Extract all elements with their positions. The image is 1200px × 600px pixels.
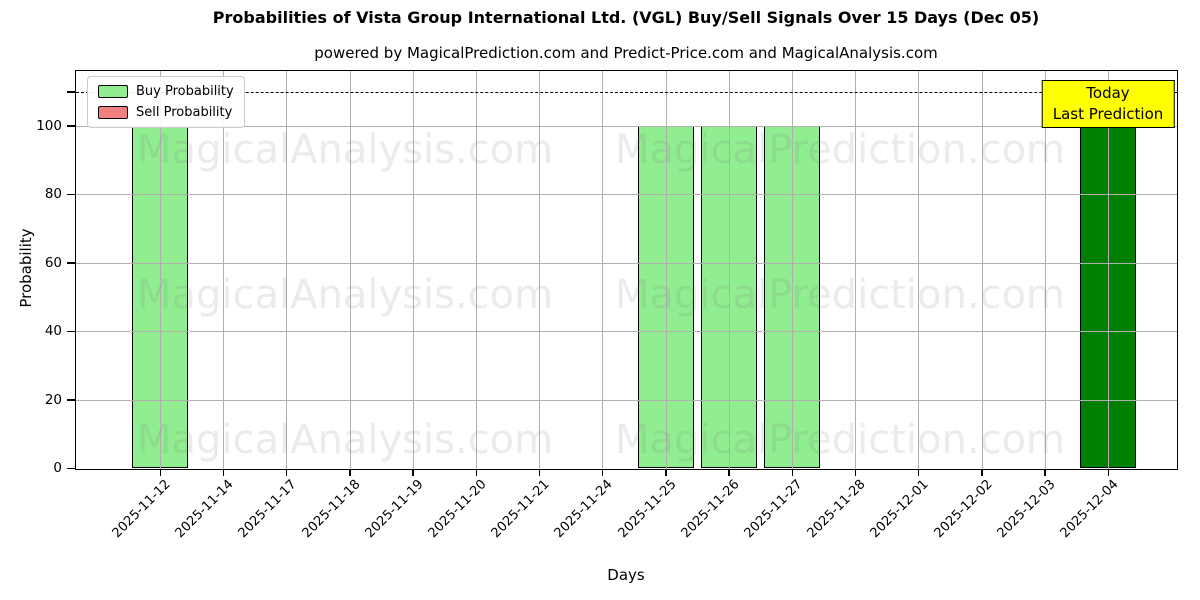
y-tick-mark <box>67 467 75 469</box>
x-tick-label: 2025-12-02 <box>931 477 996 542</box>
watermark-text: MagicalAnalysis.com <box>136 127 554 173</box>
x-tick-label: 2025-11-26 <box>678 477 743 542</box>
x-tick-label: 2025-11-19 <box>362 477 427 542</box>
x-tick-mark <box>412 469 414 476</box>
x-gridline <box>855 71 857 469</box>
x-gridline <box>539 71 541 469</box>
x-gridline <box>349 71 351 469</box>
annotation-line-2: Last Prediction <box>1052 105 1164 123</box>
x-gridline <box>223 71 225 469</box>
y-axis-label: Probability <box>17 228 35 308</box>
y-tick-label: 80 <box>44 186 62 203</box>
threshold-dashed-line <box>76 91 1177 93</box>
x-tick-mark <box>981 469 983 476</box>
x-gridline <box>412 71 414 469</box>
y-tick-mark <box>67 399 75 401</box>
legend: Buy Probability Sell Probability <box>87 76 245 128</box>
watermark-text: MagicalAnalysis.com <box>136 417 554 463</box>
y-gridline <box>76 331 1177 333</box>
x-gridline <box>160 71 161 469</box>
x-gridline <box>918 71 920 469</box>
y-tick-label: 20 <box>44 391 62 408</box>
x-tick-label: 2025-11-21 <box>488 477 553 542</box>
x-tick-label: 2025-12-03 <box>994 477 1059 542</box>
page-title: Probabilities of Vista Group Internation… <box>212 8 1040 27</box>
x-gridline <box>728 71 730 469</box>
plot-area: MagicalAnalysis.com MagicalPrediction.co… <box>36 70 1178 541</box>
y-tick-label: 0 <box>53 460 62 476</box>
x-tick-label: 2025-11-28 <box>804 477 869 542</box>
y-tick-mark <box>67 330 75 333</box>
x-tick-label: 2025-11-12 <box>109 477 174 542</box>
y-gridline <box>76 194 1177 196</box>
x-gridline <box>476 71 477 469</box>
legend-entry-sell: Sell Probability <box>98 105 234 120</box>
x-tick-mark <box>601 469 604 476</box>
today-annotation: Today Last Prediction <box>1041 80 1175 128</box>
x-tick-label: 2025-12-01 <box>867 477 932 542</box>
y-tick-mark <box>67 91 75 93</box>
x-tick-mark <box>159 469 161 476</box>
y-gridline <box>76 125 1177 127</box>
x-tick-mark <box>538 469 541 476</box>
chart-subtitle: powered by MagicalPrediction.com and Pre… <box>314 44 938 62</box>
x-tick-label: 2025-11-20 <box>425 477 490 542</box>
x-tick-mark <box>475 469 477 476</box>
x-tick-mark <box>728 469 730 476</box>
x-axis-label: Days <box>607 566 645 584</box>
x-tick-label: 2025-11-24 <box>551 477 616 542</box>
y-tick-label: 60 <box>44 254 62 271</box>
x-tick-mark <box>349 469 351 476</box>
x-gridline <box>792 71 793 469</box>
x-tick-mark <box>854 469 857 476</box>
y-tick-mark <box>67 125 75 127</box>
legend-label: Sell Probability <box>136 105 233 120</box>
x-tick-label: 2025-12-04 <box>1057 477 1122 542</box>
x-gridline <box>981 71 983 469</box>
y-tick-mark <box>67 262 75 264</box>
watermark-text: MagicalAnalysis.com <box>136 272 554 318</box>
x-tick-label: 2025-11-27 <box>741 477 806 542</box>
x-tick-mark <box>917 469 920 476</box>
x-gridline <box>1044 71 1046 469</box>
y-tick-label: 40 <box>44 323 62 340</box>
x-tick-label: 2025-11-18 <box>299 477 364 542</box>
legend-entry-buy: Buy Probability <box>98 84 234 99</box>
y-tick-label: 100 <box>36 117 62 134</box>
x-tick-mark <box>222 469 225 476</box>
x-tick-mark <box>1107 469 1109 476</box>
sell-swatch-icon <box>98 106 128 119</box>
annotation-line-1: Today <box>1086 84 1130 102</box>
y-tick-mark <box>67 193 75 196</box>
x-tick-mark <box>791 469 793 476</box>
buy-swatch-icon <box>98 85 128 98</box>
legend-label: Buy Probability <box>136 84 234 99</box>
x-gridline <box>1108 71 1109 469</box>
x-gridline <box>602 71 604 469</box>
y-gridline <box>76 262 1177 264</box>
x-tick-mark <box>1044 469 1046 476</box>
x-gridline <box>665 71 667 469</box>
x-tick-label: 2025-11-17 <box>235 477 300 542</box>
y-gridline <box>76 399 1177 401</box>
x-tick-mark <box>665 469 667 476</box>
x-tick-label: 2025-11-14 <box>172 477 237 542</box>
x-gridline <box>286 71 288 469</box>
x-tick-mark <box>285 469 288 476</box>
x-tick-label: 2025-11-25 <box>615 477 680 542</box>
